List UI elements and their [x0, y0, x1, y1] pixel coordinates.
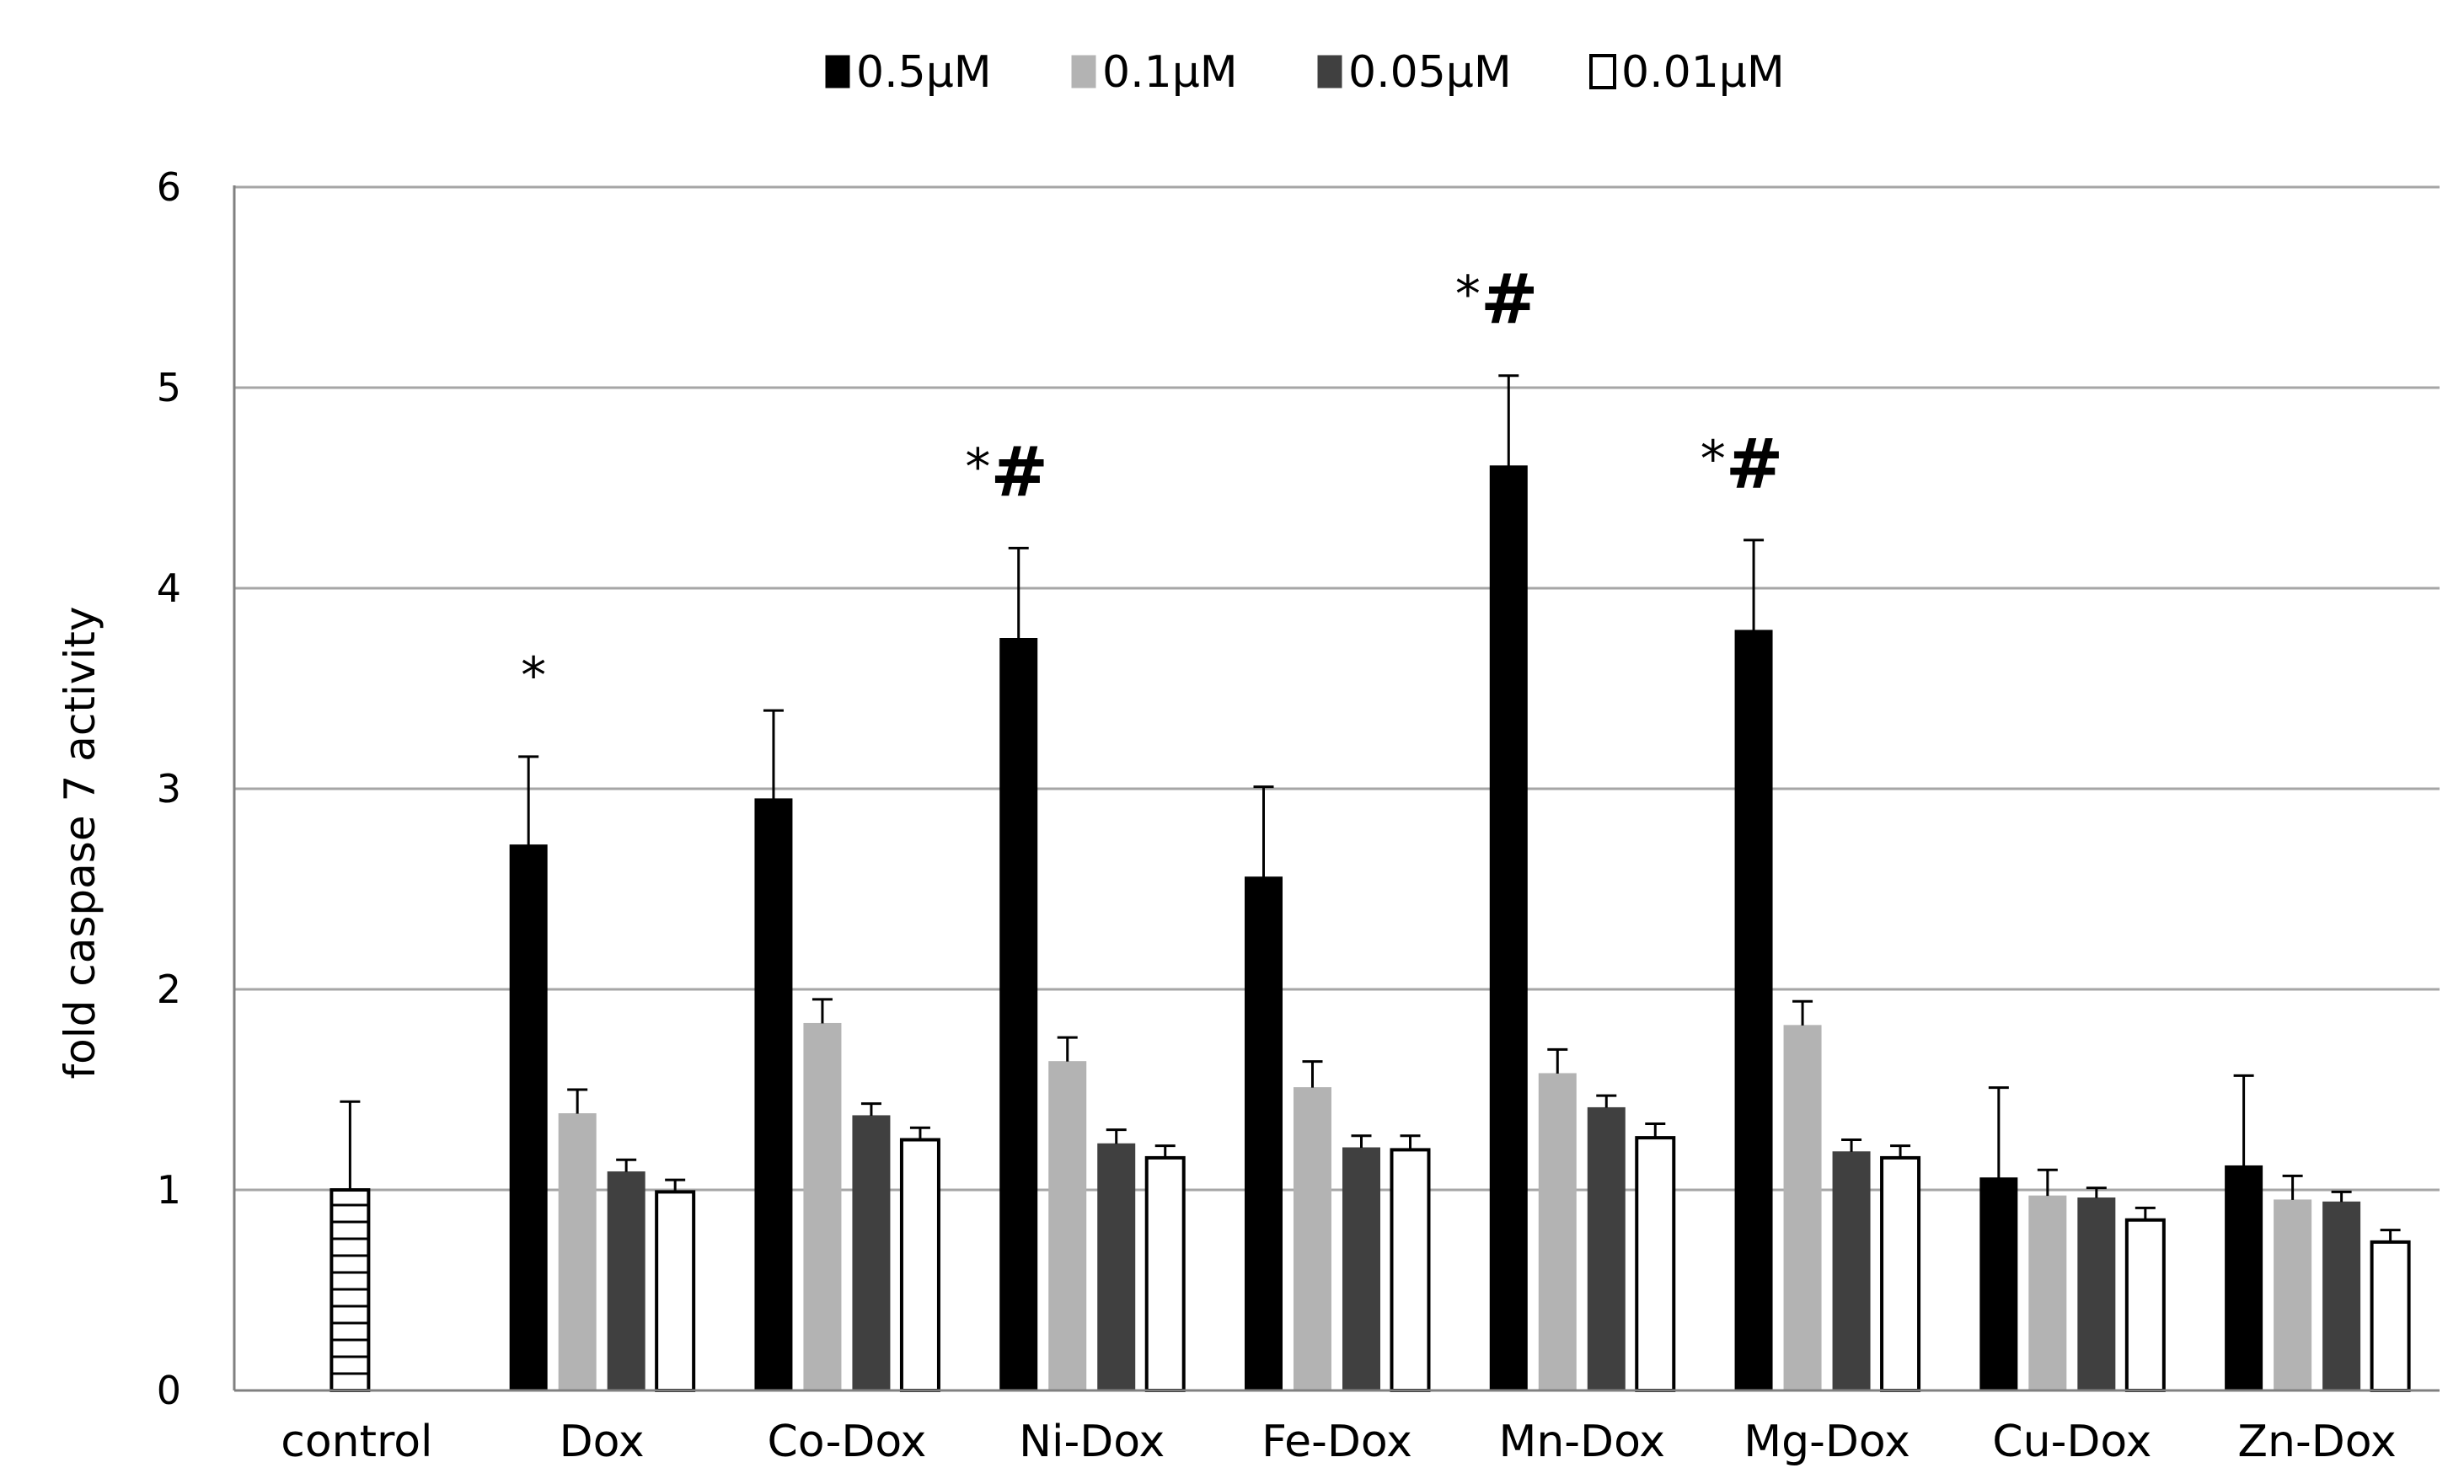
y-tick-label-3: 3: [157, 766, 181, 812]
bars: [329, 465, 2411, 1393]
annotation-ni-dox: *#: [965, 432, 1048, 512]
y-tick-label-1: 1: [157, 1167, 181, 1213]
y-axis-title: fold caspase 7 activity: [56, 607, 104, 1080]
annotation-mn-dox: *#: [1455, 260, 1539, 340]
bar-fe-dox-1: [1294, 1087, 1331, 1391]
gridlines: [234, 185, 2440, 1192]
bar-mg-dox-0: [1734, 629, 1773, 1391]
legend-swatch-3: [1589, 54, 1616, 89]
legend-swatch-1: [1071, 55, 1096, 88]
bar-cu-dox-2: [2077, 1197, 2116, 1391]
bar-ni-dox-2: [1097, 1143, 1136, 1391]
annotation-hash: #: [990, 432, 1048, 512]
y-tick-label-2: 2: [157, 967, 181, 1012]
bar-mn-dox-2: [1587, 1106, 1626, 1391]
legend-swatch-2: [1317, 55, 1342, 88]
bar-zn-dox-1: [2274, 1199, 2312, 1391]
annotation-star: *: [965, 437, 990, 496]
bar-mn-dox-0: [1489, 465, 1528, 1391]
bar-cu-dox-0: [1979, 1177, 2018, 1391]
legend-label-0: 0.5μM: [856, 47, 992, 98]
bar-mn-dox-1: [1538, 1073, 1577, 1391]
bar-ni-dox-3: [1144, 1155, 1186, 1393]
x-tick-label-ni-dox: Ni-Dox: [1019, 1417, 1165, 1467]
annotation-star: *: [521, 646, 546, 705]
annotation-dox: *: [521, 646, 546, 705]
legend-label-2: 0.05μM: [1348, 47, 1512, 98]
x-tick-label-control: control: [281, 1417, 432, 1467]
x-tick-label-co-dox: Co-Dox: [767, 1417, 926, 1467]
bar-zn-dox-3: [2370, 1240, 2411, 1392]
bar-control: [329, 1188, 371, 1392]
bar-ni-dox-0: [999, 638, 1038, 1391]
bar-dox-3: [655, 1190, 696, 1392]
bar-dox-2: [607, 1171, 645, 1391]
bar-dox-0: [509, 844, 548, 1391]
bar-co-dox-0: [754, 798, 793, 1391]
bar-co-dox-3: [899, 1138, 940, 1392]
x-tick-label-mn-dox: Mn-Dox: [1498, 1417, 1665, 1467]
bar-cu-dox-3: [2124, 1218, 2166, 1392]
bar-mg-dox-2: [1832, 1151, 1871, 1391]
significance-annotations: **#*#*#: [521, 260, 1783, 705]
bar-zn-dox-2: [2322, 1201, 2361, 1391]
bar-co-dox-2: [852, 1115, 891, 1391]
legend-label-1: 0.1μM: [1102, 47, 1238, 98]
annotation-star: *: [1455, 265, 1481, 324]
annotation-hash: #: [1481, 260, 1539, 340]
bar-co-dox-1: [803, 1022, 842, 1391]
bar-mn-dox-3: [1635, 1136, 1676, 1392]
bar-ni-dox-1: [1048, 1061, 1087, 1391]
bar-zn-dox-0: [2225, 1165, 2263, 1391]
legend: 0.5μM 0.1μM 0.05μM 0.01μM: [825, 47, 1785, 98]
bar-fe-dox-0: [1245, 876, 1283, 1391]
annotation-star: *: [1701, 430, 1726, 489]
y-tick-label-0: 0: [157, 1368, 181, 1413]
y-tick-label-4: 4: [157, 565, 181, 611]
x-tick-label-fe-dox: Fe-Dox: [1261, 1417, 1412, 1467]
bar-cu-dox-1: [2028, 1195, 2067, 1391]
legend-label-3: 0.01μM: [1621, 47, 1785, 98]
annotation-hash: #: [1726, 425, 1784, 505]
x-tick-label-zn-dox: Zn-Dox: [2237, 1417, 2396, 1467]
category-labels: control Dox Co-Dox Ni-Dox Fe-Dox Mn-Dox Mg-Dox…: [281, 1417, 2397, 1467]
axes: [233, 185, 2440, 1392]
x-tick-label-mg-dox: Mg-Dox: [1744, 1417, 1910, 1467]
bar-dox-1: [558, 1113, 597, 1391]
annotation-mg-dox: *#: [1701, 425, 1784, 505]
y-tick-label-5: 5: [157, 365, 181, 410]
x-tick-label-cu-dox: Cu-Dox: [1992, 1417, 2151, 1467]
y-axis-ticks: 0 1 2 3 4 5 6: [157, 164, 181, 1413]
bar-fe-dox-3: [1390, 1148, 1431, 1393]
bar-mg-dox-3: [1880, 1155, 1921, 1393]
legend-swatch-0: [825, 55, 850, 88]
y-tick-label-6: 6: [157, 164, 181, 210]
error-bars: [340, 374, 2401, 1242]
bar-fe-dox-2: [1342, 1147, 1380, 1391]
bar-mg-dox-1: [1783, 1025, 1822, 1391]
x-tick-label-dox: Dox: [560, 1417, 645, 1467]
